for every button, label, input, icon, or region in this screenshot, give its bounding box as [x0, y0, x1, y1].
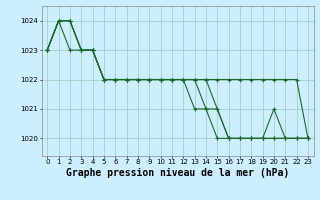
X-axis label: Graphe pression niveau de la mer (hPa): Graphe pression niveau de la mer (hPa) [66, 168, 289, 178]
